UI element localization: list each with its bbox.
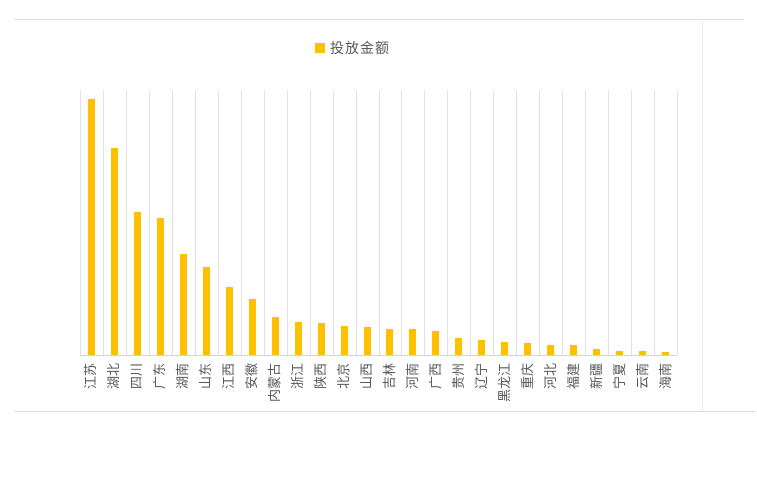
category-gridline bbox=[171, 90, 173, 355]
bar[interactable] bbox=[248, 298, 256, 355]
x-axis-labels: 江苏 湖北 四川 广东 湖南 山东 江西 安徽 内蒙古 浙江 陕西 北京 山西 吉林 河南 广西 贵州 辽宁 黑龙江… bbox=[80, 363, 677, 411]
x-axis-tick-label: 广东 bbox=[152, 362, 168, 389]
bar[interactable] bbox=[616, 351, 624, 355]
category-gridline bbox=[217, 90, 219, 355]
top-divider-line bbox=[14, 19, 744, 20]
bar[interactable] bbox=[547, 344, 555, 355]
category-gridline bbox=[401, 90, 403, 355]
category-gridline bbox=[631, 90, 633, 355]
bar[interactable] bbox=[570, 344, 578, 355]
category-gridline bbox=[263, 90, 265, 355]
category-gridline bbox=[654, 90, 656, 355]
bar[interactable] bbox=[179, 253, 187, 355]
category-gridline bbox=[286, 90, 288, 355]
x-axis-tick-label: 浙江 bbox=[290, 362, 306, 389]
bar[interactable] bbox=[432, 330, 440, 355]
category-gridline bbox=[493, 90, 495, 355]
bar[interactable] bbox=[87, 99, 95, 355]
x-axis-tick-label: 湖南 bbox=[175, 362, 191, 389]
x-axis-tick-label: 广西 bbox=[427, 362, 443, 389]
x-axis-tick-label: 山东 bbox=[198, 362, 214, 389]
bar[interactable] bbox=[662, 352, 670, 355]
x-axis-tick-label: 云南 bbox=[634, 362, 650, 389]
bar[interactable] bbox=[409, 329, 417, 355]
x-axis-tick-label: 贵州 bbox=[450, 362, 466, 389]
bar[interactable] bbox=[478, 339, 486, 355]
bar[interactable] bbox=[593, 348, 601, 355]
category-gridline bbox=[332, 90, 334, 355]
bar[interactable] bbox=[363, 326, 371, 355]
x-axis-tick-label: 山西 bbox=[359, 362, 375, 389]
category-gridline bbox=[585, 90, 587, 355]
bar[interactable] bbox=[639, 351, 647, 355]
category-gridline bbox=[148, 90, 150, 355]
bar[interactable] bbox=[156, 218, 164, 355]
category-gridline bbox=[447, 90, 449, 355]
bar[interactable] bbox=[202, 266, 210, 355]
bar[interactable] bbox=[524, 343, 532, 355]
category-gridline bbox=[240, 90, 242, 355]
bar[interactable] bbox=[455, 338, 463, 355]
x-axis-tick-label: 安徽 bbox=[244, 362, 260, 389]
x-axis-tick-label: 海南 bbox=[657, 362, 673, 389]
category-gridline bbox=[355, 90, 357, 355]
category-gridline bbox=[539, 90, 541, 355]
plot-area[interactable] bbox=[80, 90, 678, 356]
bar[interactable] bbox=[501, 342, 509, 355]
bar[interactable] bbox=[317, 323, 325, 355]
bar[interactable] bbox=[294, 321, 302, 355]
category-gridline bbox=[102, 90, 104, 355]
bar[interactable] bbox=[225, 287, 233, 355]
x-axis-tick-label: 新疆 bbox=[588, 362, 604, 389]
x-axis-tick-label: 江苏 bbox=[83, 362, 99, 389]
category-gridline bbox=[309, 90, 311, 355]
category-gridline bbox=[80, 90, 81, 355]
x-axis-tick-label: 江西 bbox=[221, 362, 237, 389]
chart-legend[interactable]: 投放金额 bbox=[315, 38, 390, 58]
bar[interactable] bbox=[133, 211, 141, 355]
category-gridline bbox=[378, 90, 380, 355]
x-axis-tick-label: 内蒙古 bbox=[267, 362, 283, 402]
category-gridline bbox=[608, 90, 610, 355]
category-gridline bbox=[677, 90, 678, 355]
category-gridline bbox=[194, 90, 196, 355]
right-pane-edge bbox=[702, 19, 703, 411]
x-axis-tick-label: 黑龙江 bbox=[496, 362, 512, 402]
category-gridline bbox=[470, 90, 472, 355]
x-axis-tick-label: 吉林 bbox=[381, 362, 397, 389]
category-gridline bbox=[516, 90, 518, 355]
x-axis-tick-label: 陕西 bbox=[313, 362, 329, 389]
x-axis-tick-label: 北京 bbox=[336, 362, 352, 389]
bar[interactable] bbox=[110, 147, 118, 355]
x-axis-tick-label: 辽宁 bbox=[473, 362, 489, 389]
legend-label: 投放金额 bbox=[330, 40, 390, 56]
x-axis-tick-label: 河北 bbox=[542, 362, 558, 389]
category-gridline bbox=[562, 90, 564, 355]
bar[interactable] bbox=[386, 329, 394, 355]
x-axis-tick-label: 福建 bbox=[565, 362, 581, 389]
x-axis-tick-label: 宁夏 bbox=[611, 362, 627, 389]
legend-swatch-icon bbox=[315, 43, 325, 53]
x-axis-tick-label: 四川 bbox=[129, 362, 145, 389]
bottom-divider-line bbox=[14, 411, 755, 412]
x-axis-tick-label: 湖北 bbox=[106, 362, 122, 389]
category-gridline bbox=[424, 90, 426, 355]
x-axis-tick-label: 河南 bbox=[404, 362, 420, 389]
category-gridline bbox=[125, 90, 127, 355]
bar[interactable] bbox=[340, 325, 348, 355]
x-axis-tick-label: 重庆 bbox=[519, 362, 535, 389]
bar[interactable] bbox=[271, 316, 279, 355]
